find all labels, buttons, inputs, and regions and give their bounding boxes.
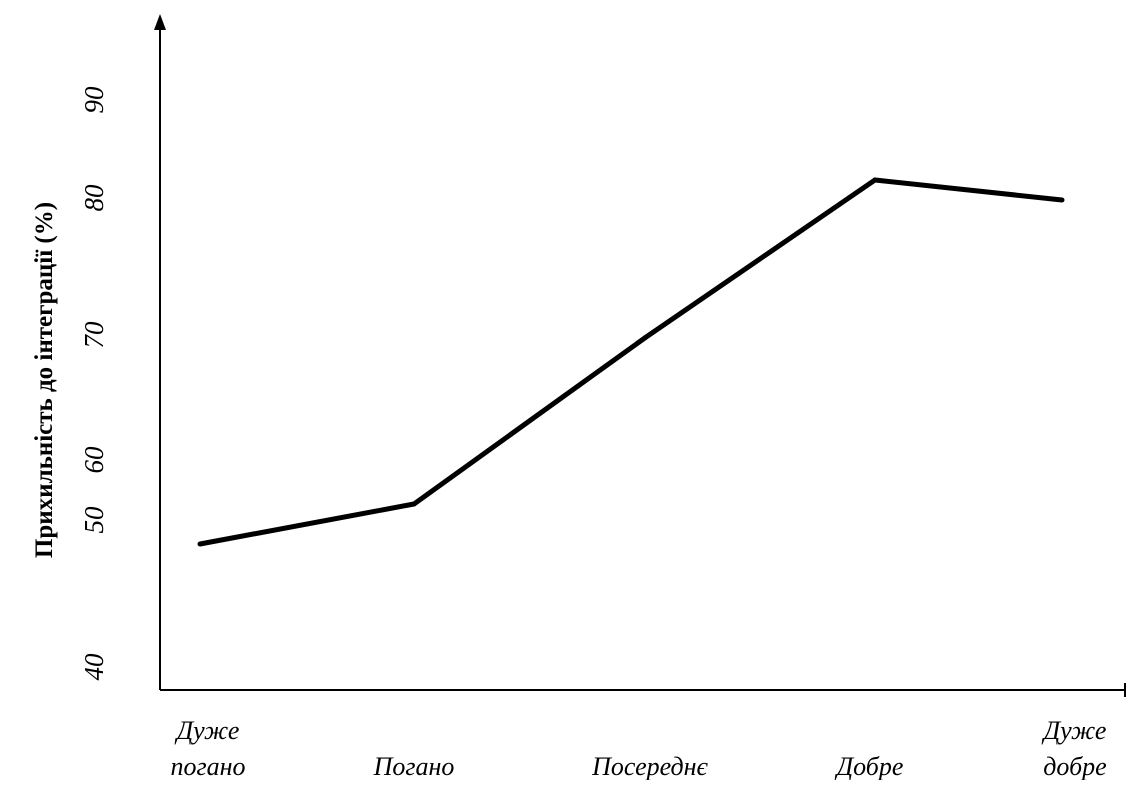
data-point: [642, 335, 648, 341]
data-point: [872, 177, 878, 183]
y-axis-arrow-icon: [154, 14, 166, 30]
axes: [154, 14, 1126, 697]
series-line: [199, 177, 1063, 547]
x-category-label: Добре: [834, 752, 904, 780]
y-tick-labels: 40 50 60 70 80 90: [79, 86, 109, 681]
y-tick-label: 60: [79, 446, 109, 474]
x-category-label: Погано: [373, 752, 455, 780]
data-point: [197, 541, 203, 547]
y-tick-label: 80: [79, 184, 109, 212]
y-tick-label: 50: [79, 506, 109, 534]
x-category-label: Посереднє: [591, 752, 708, 780]
x-category-label: Дуже добре: [1041, 716, 1107, 780]
y-axis-label: Прихильність до інтеграції (%): [31, 202, 58, 558]
x-category-labels: Дуже погано Погано Посереднє Добре Дуже добре: [170, 716, 1107, 781]
y-tick-label: 90: [79, 86, 109, 114]
series: [197, 177, 1065, 547]
y-tick-label: 70: [79, 321, 109, 349]
x-category-label: Дуже погано: [170, 716, 245, 780]
y-tick-label: 40: [79, 653, 109, 681]
data-point: [411, 501, 417, 507]
data-point: [1059, 197, 1065, 203]
